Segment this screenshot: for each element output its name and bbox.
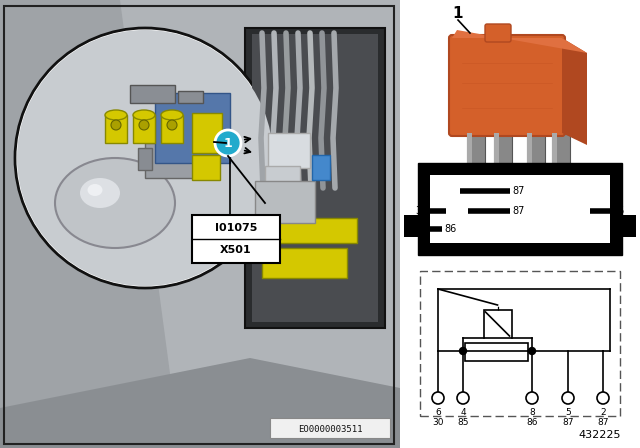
Ellipse shape	[55, 158, 175, 248]
Bar	[430, 175, 610, 243]
Circle shape	[457, 392, 469, 404]
Bar	[270, 418, 390, 438]
Polygon shape	[494, 133, 499, 193]
Circle shape	[111, 120, 121, 130]
Text: 85: 85	[612, 206, 625, 216]
Polygon shape	[562, 38, 587, 145]
Bar	[552, 133, 570, 193]
Bar	[404, 215, 420, 237]
Text: EO0000003511: EO0000003511	[298, 425, 362, 434]
Ellipse shape	[105, 110, 127, 120]
Bar	[192, 155, 220, 180]
Bar	[494, 133, 512, 193]
Text: 87: 87	[563, 418, 573, 427]
Text: 432225: 432225	[579, 430, 621, 440]
Circle shape	[167, 120, 177, 130]
Ellipse shape	[88, 184, 102, 196]
Bar	[255, 181, 315, 223]
Bar	[262, 218, 357, 243]
Circle shape	[215, 130, 241, 156]
Bar	[465, 343, 528, 361]
Polygon shape	[552, 133, 557, 193]
Text: 87: 87	[597, 418, 609, 427]
Bar	[252, 34, 378, 322]
Polygon shape	[467, 133, 472, 188]
Ellipse shape	[133, 110, 155, 120]
Text: 86: 86	[444, 224, 456, 234]
Circle shape	[529, 348, 536, 354]
Bar	[245, 28, 385, 328]
Text: X501: X501	[220, 245, 252, 255]
Bar	[420, 271, 620, 416]
Text: 87: 87	[512, 186, 524, 196]
Polygon shape	[452, 30, 587, 53]
Polygon shape	[527, 133, 532, 198]
Ellipse shape	[161, 110, 183, 120]
Bar	[138, 148, 152, 170]
Bar	[418, 163, 622, 255]
Circle shape	[432, 392, 444, 404]
Polygon shape	[0, 0, 180, 448]
Ellipse shape	[80, 178, 120, 208]
Text: 5: 5	[565, 408, 571, 417]
Circle shape	[139, 120, 149, 130]
Text: 1: 1	[452, 5, 463, 21]
Text: I01075: I01075	[215, 223, 257, 233]
Bar	[178, 91, 203, 103]
Circle shape	[597, 392, 609, 404]
Circle shape	[526, 392, 538, 404]
Bar	[467, 133, 485, 188]
Text: 2: 2	[600, 408, 606, 417]
Text: 30: 30	[432, 418, 444, 427]
Text: 87: 87	[512, 206, 524, 216]
Text: 8: 8	[529, 408, 535, 417]
FancyBboxPatch shape	[449, 35, 565, 136]
Bar	[192, 215, 280, 263]
Bar	[105, 115, 127, 143]
Text: 6: 6	[435, 408, 441, 417]
Polygon shape	[0, 358, 400, 448]
Text: 4: 4	[460, 408, 466, 417]
FancyBboxPatch shape	[485, 24, 511, 42]
Bar	[192, 113, 222, 153]
Bar	[268, 133, 310, 168]
Circle shape	[562, 392, 574, 404]
Bar	[155, 93, 230, 163]
Bar	[265, 166, 300, 188]
Bar	[262, 248, 347, 278]
Text: 85: 85	[457, 418, 468, 427]
Bar	[312, 155, 330, 180]
Bar	[145, 143, 200, 178]
Bar	[133, 115, 155, 143]
Bar	[483, 310, 511, 338]
Bar	[620, 215, 636, 237]
Text: 1: 1	[223, 137, 232, 150]
Circle shape	[460, 348, 467, 354]
Text: 30: 30	[416, 206, 428, 216]
Bar	[527, 133, 545, 198]
Bar	[130, 85, 175, 103]
Text: 86: 86	[526, 418, 538, 427]
Circle shape	[15, 28, 275, 288]
Bar	[161, 115, 183, 143]
Circle shape	[17, 30, 273, 286]
